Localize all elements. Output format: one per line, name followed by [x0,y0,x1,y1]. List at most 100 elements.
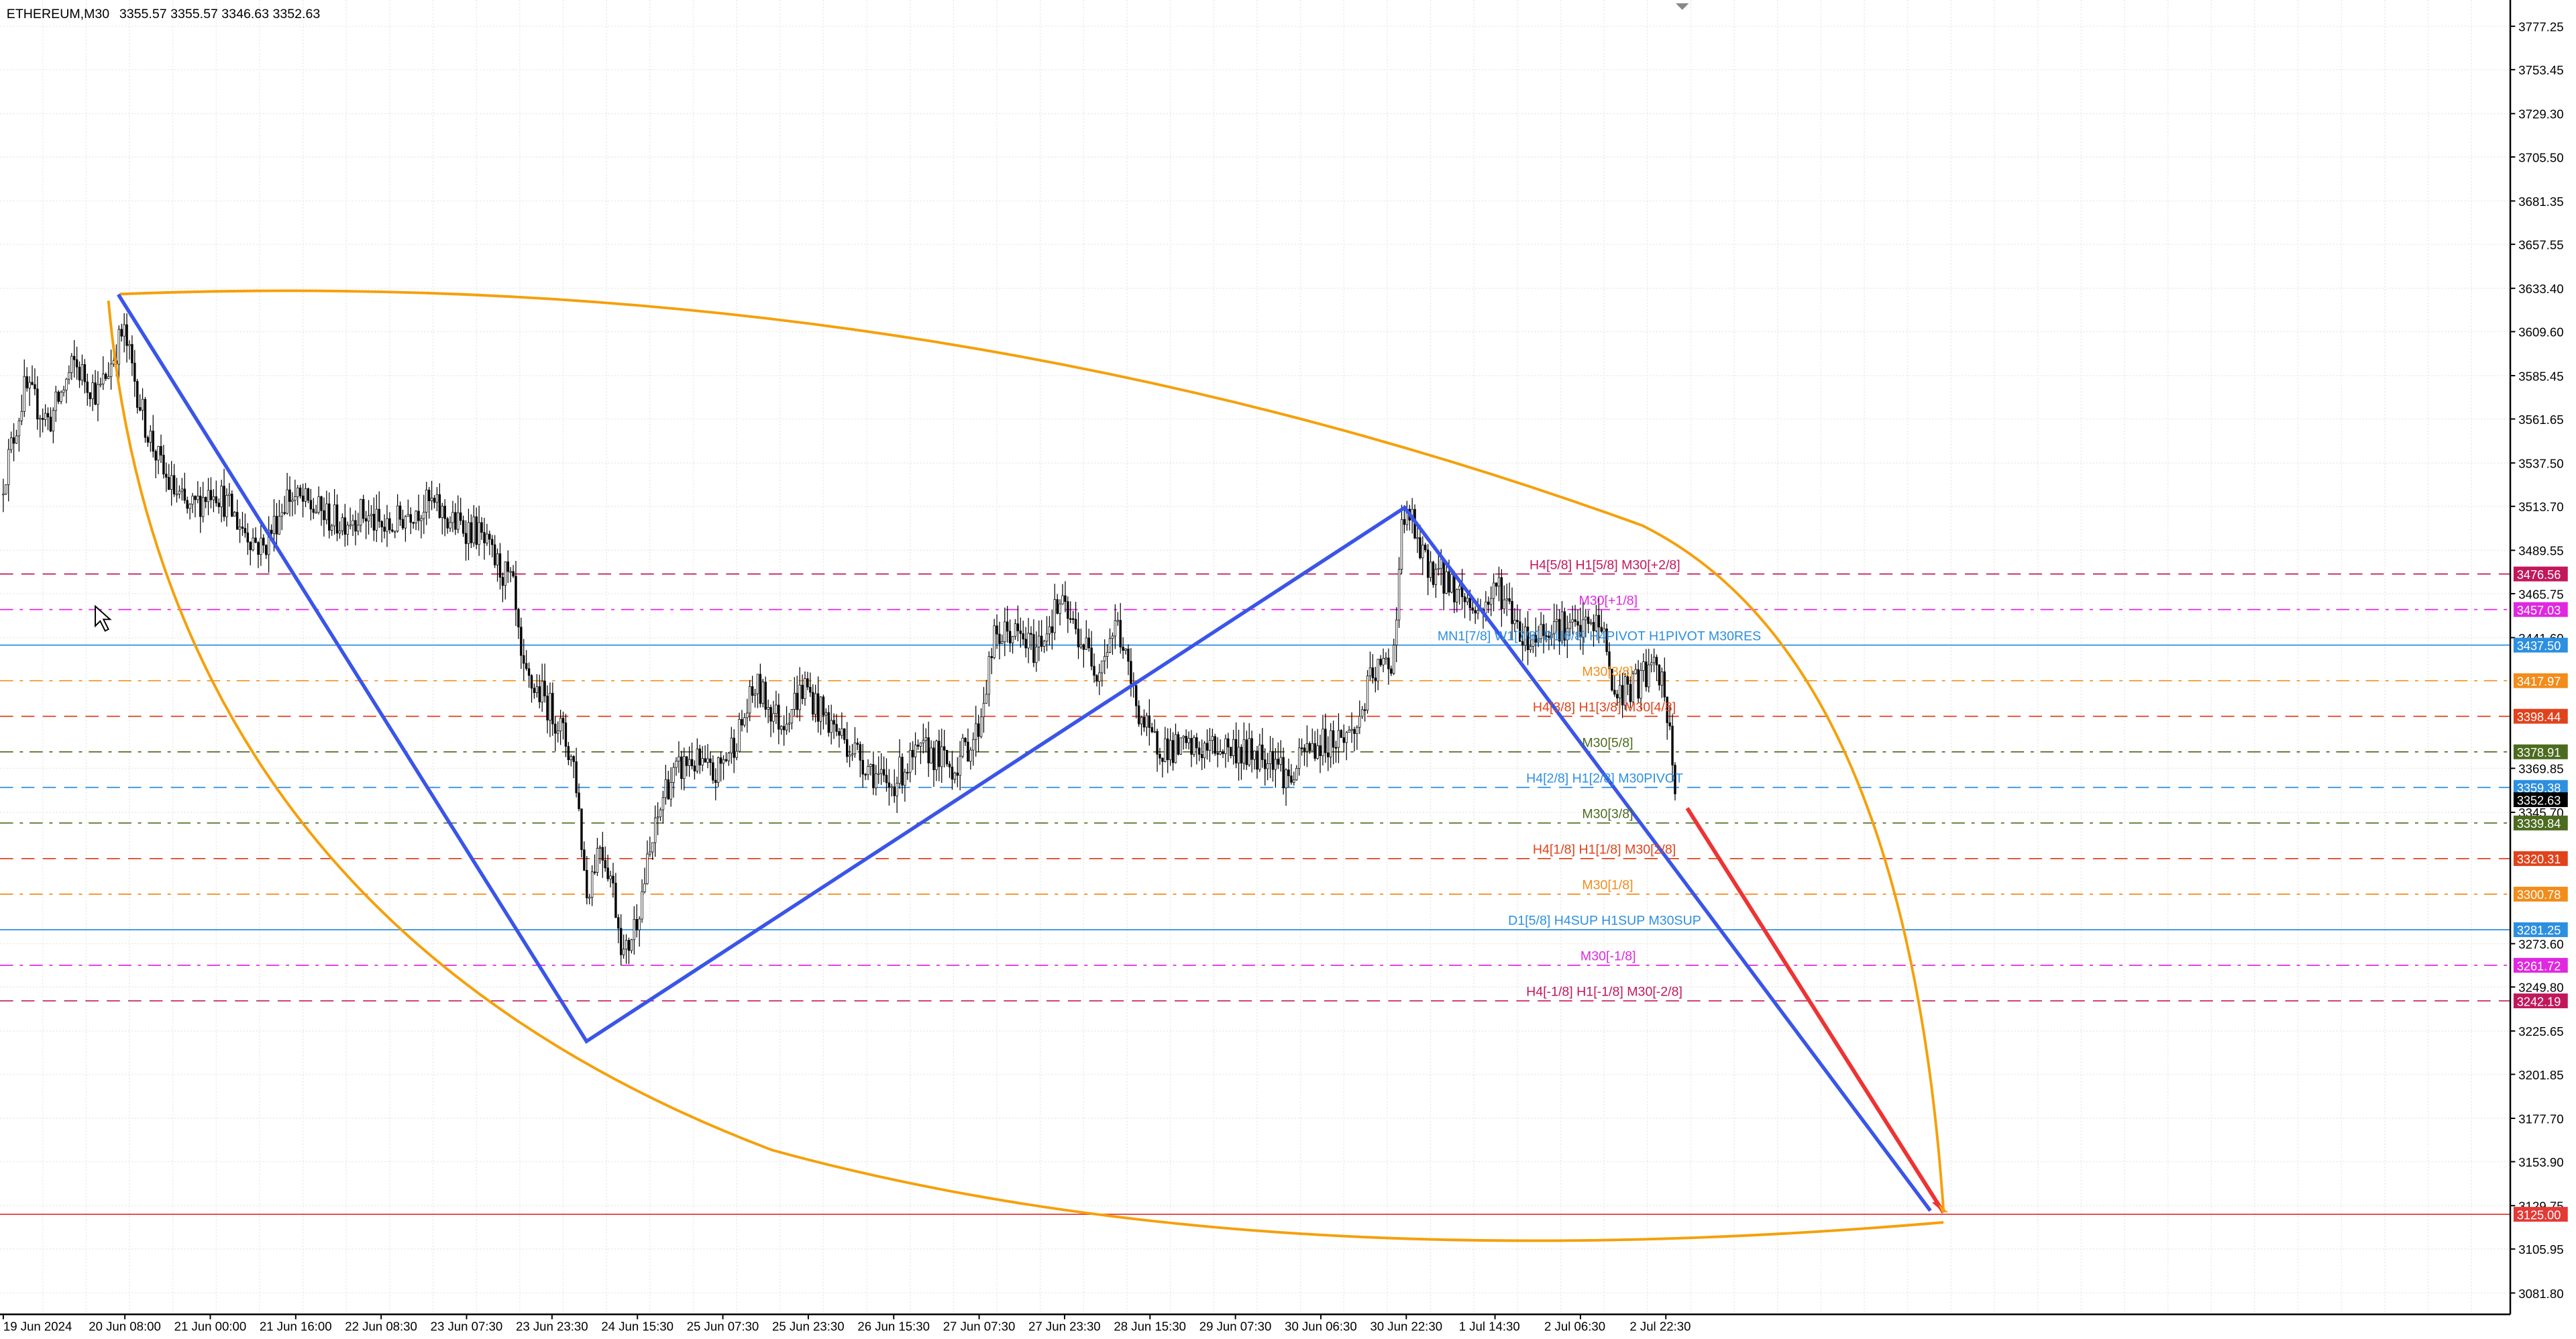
candle-body [1585,617,1587,621]
candle-body [1540,624,1542,639]
time-tick-label: 28 Jun 15:30 [1114,1320,1186,1334]
candle-body [738,718,741,752]
candle-body [1266,763,1269,769]
candle-body [1356,727,1358,734]
candle-body [46,413,50,417]
candle-body [1264,759,1267,769]
candle-body [265,545,268,555]
candle-body [974,723,977,740]
level-label: M30[3/8] [1582,664,1633,679]
candle-body [304,488,307,502]
candle-body [1382,657,1385,665]
candle-body [417,511,420,521]
candle-body [325,503,328,521]
candle-body [1311,743,1313,751]
candle-body [409,514,412,523]
time-tick-label: 20 Jun 08:00 [89,1320,161,1334]
candle-body [1056,599,1059,614]
candle-body [330,525,333,531]
candle-body [83,364,87,382]
candle-body [1421,544,1424,559]
candle-body [987,656,991,695]
candle-body [1500,577,1503,610]
candle-body [1545,635,1548,637]
scroll-marker-icon[interactable] [1675,3,1689,10]
candle-body [1474,610,1477,614]
candle-body [28,382,31,388]
candle-body [512,571,515,577]
candle-body [506,561,509,572]
candle-body [1079,644,1083,647]
candle-body [1006,621,1009,632]
price-tag [2513,637,2568,653]
candle-body [1392,645,1395,674]
candle-body [1350,729,1353,731]
candle-body [727,753,731,761]
candle-body [207,490,210,502]
candle-body [780,726,783,730]
candle-body [299,487,302,496]
candle-body [845,739,849,757]
candle-body [1169,740,1172,760]
candle-body [743,717,746,726]
candle-body [162,455,165,475]
candle-body [911,750,914,757]
candle-body [675,761,678,768]
candle-body [430,498,433,501]
candle-body [1432,561,1435,585]
candle-body [620,928,623,955]
candle-body [1167,738,1169,760]
candle-body [233,512,236,517]
candle-body [375,508,378,531]
candle-body [1634,669,1637,674]
candle-body [275,516,278,535]
candle-body [5,484,7,494]
candle-body [735,751,738,758]
candle-body [401,519,405,529]
orange-arrow-head [1938,1204,1949,1213]
candle-body [1642,661,1645,671]
candle-body [362,499,365,519]
candle-body [1159,754,1161,759]
candle-body [183,488,186,501]
candle-body [68,372,70,380]
candle-body [394,531,396,533]
candle-body [349,525,352,527]
candle-body [659,809,662,818]
price-tick-label: 3537.50 [2518,456,2563,470]
candle-body [1256,751,1258,770]
price-tag [2513,744,2568,759]
candle-body [822,696,825,716]
candle-body [1077,629,1080,647]
candle-body [945,749,949,765]
candle-body [383,527,386,532]
orange-upper-curve [119,289,1945,1212]
candle-body [7,449,10,485]
price-tag-label: 3359.38 [2517,782,2561,795]
candle-body [593,871,596,873]
candle-body [123,324,125,337]
candle-body [199,496,202,517]
candle-body [1061,595,1064,604]
candle-body [235,512,239,530]
candle-body [1237,747,1240,763]
candle-body [664,779,667,798]
candle-body [649,851,651,855]
candle-body [1497,577,1501,587]
candle-body [1224,738,1227,754]
candle-body [338,530,341,534]
candle-body [1035,647,1038,663]
candle-body [843,728,846,740]
candle-body [1534,635,1538,643]
candle-body [133,362,136,382]
candle-body [1313,743,1316,759]
candle-body [785,724,788,731]
price-tag [2513,886,2568,902]
candle-body [60,392,62,402]
time-tick-label: 2 Jul 06:30 [1544,1320,1605,1334]
candle-body [1358,716,1361,728]
candle-body [882,769,885,775]
candle-body [753,693,757,696]
candle-body [496,553,499,566]
